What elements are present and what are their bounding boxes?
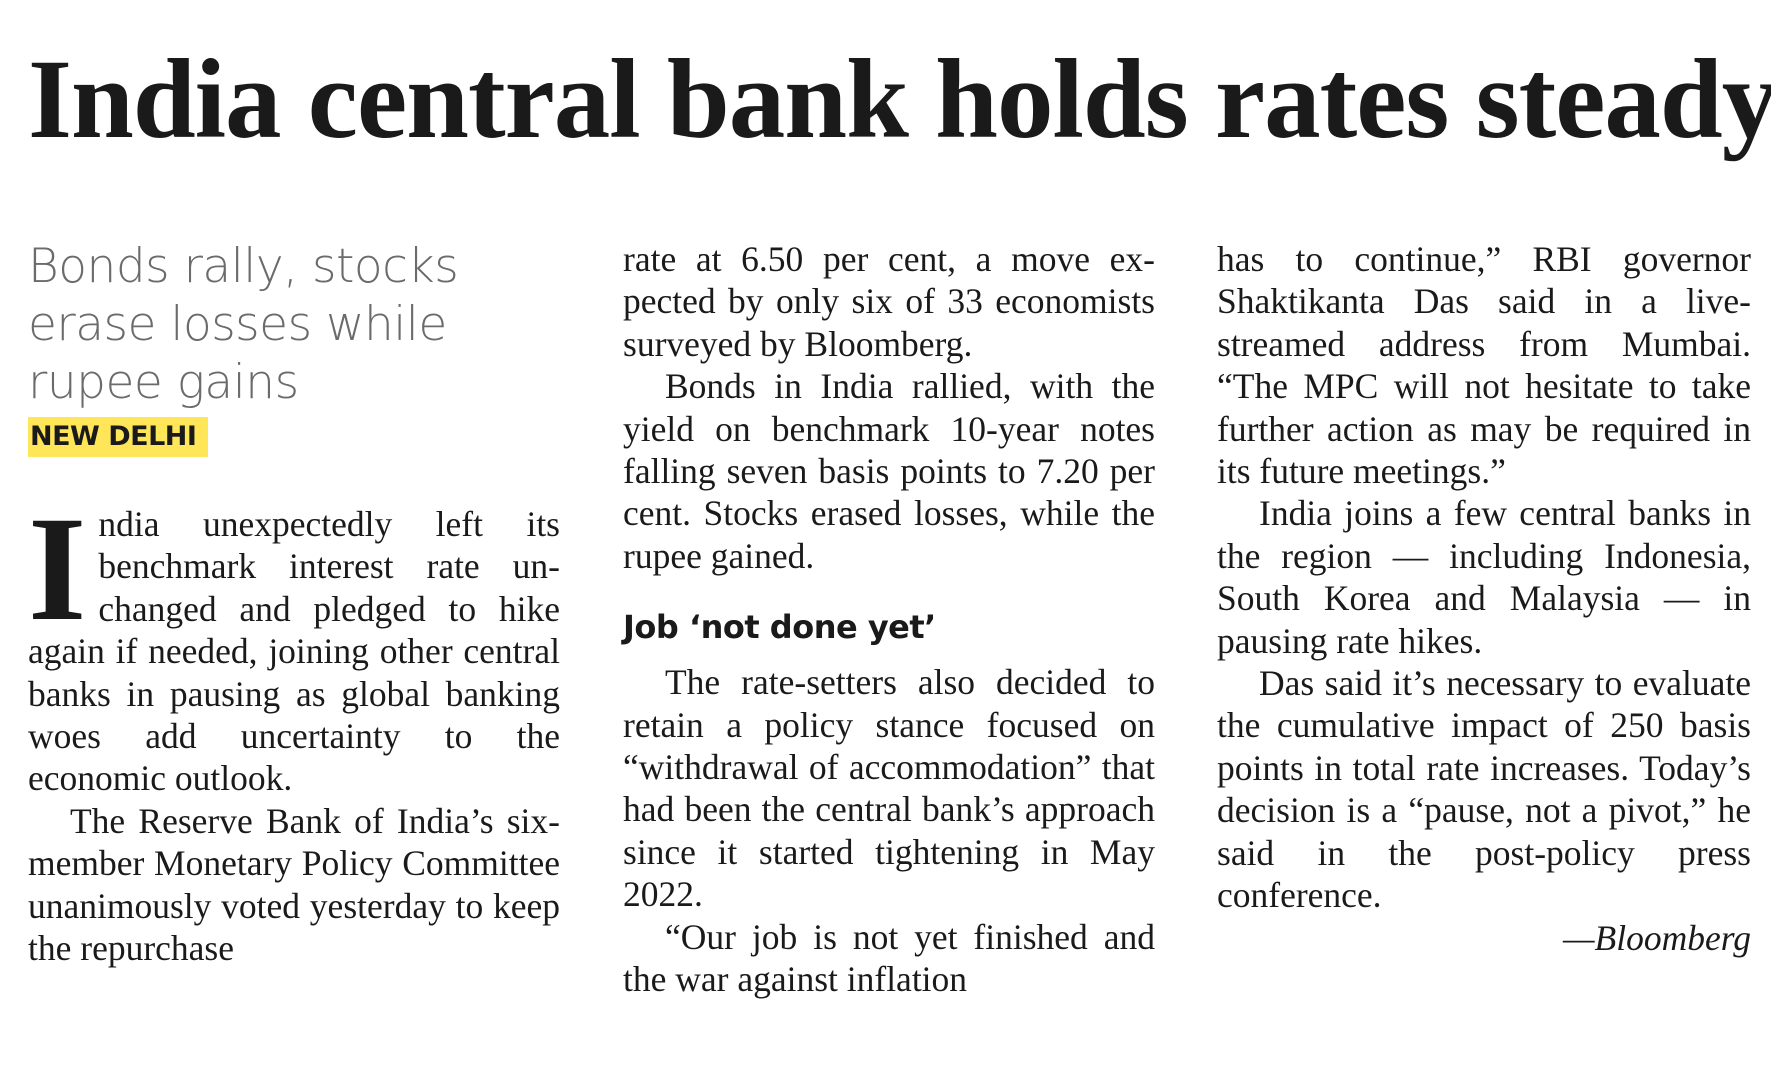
paragraph: rate at 6.50 per cent, a move ex­pected … xyxy=(623,239,1155,364)
headline: India central bank holds rates steady xyxy=(28,37,1771,162)
column-2: rate at 6.50 per cent, a move ex­pected … xyxy=(623,238,1155,1001)
drop-cap: I xyxy=(28,486,87,652)
lead-text: ndia unexpectedly left its benchmark int… xyxy=(28,504,560,799)
byline-credit: —Bloomberg xyxy=(1562,917,1751,958)
paragraph: has to continue,” RBI governor Shaktikan… xyxy=(1217,239,1751,492)
deck: Bonds rally, stocks erase losses while r… xyxy=(28,239,459,410)
paragraph: Bonds in India rallied, with the yield o… xyxy=(623,366,1155,576)
dateline-badge: NEW DELHI xyxy=(28,417,209,457)
paragraph: “Our job is not yet finished and the war… xyxy=(623,916,1155,1000)
paragraph: The rate-setters also decided to retain … xyxy=(623,662,1155,915)
paragraph: The Reserve Bank of India’s six-member M… xyxy=(28,800,560,969)
subheading: Job ‘not done yet’ xyxy=(623,608,936,647)
paragraph: India joins a few central banks in the r… xyxy=(1217,493,1751,661)
column-3: has to continue,” RBI governor Shaktikan… xyxy=(1217,238,1751,959)
column-1: Bonds rally, stocks erase losses while r… xyxy=(28,238,560,969)
paragraph: Das said it’s necessary to evaluate the … xyxy=(1217,663,1751,916)
